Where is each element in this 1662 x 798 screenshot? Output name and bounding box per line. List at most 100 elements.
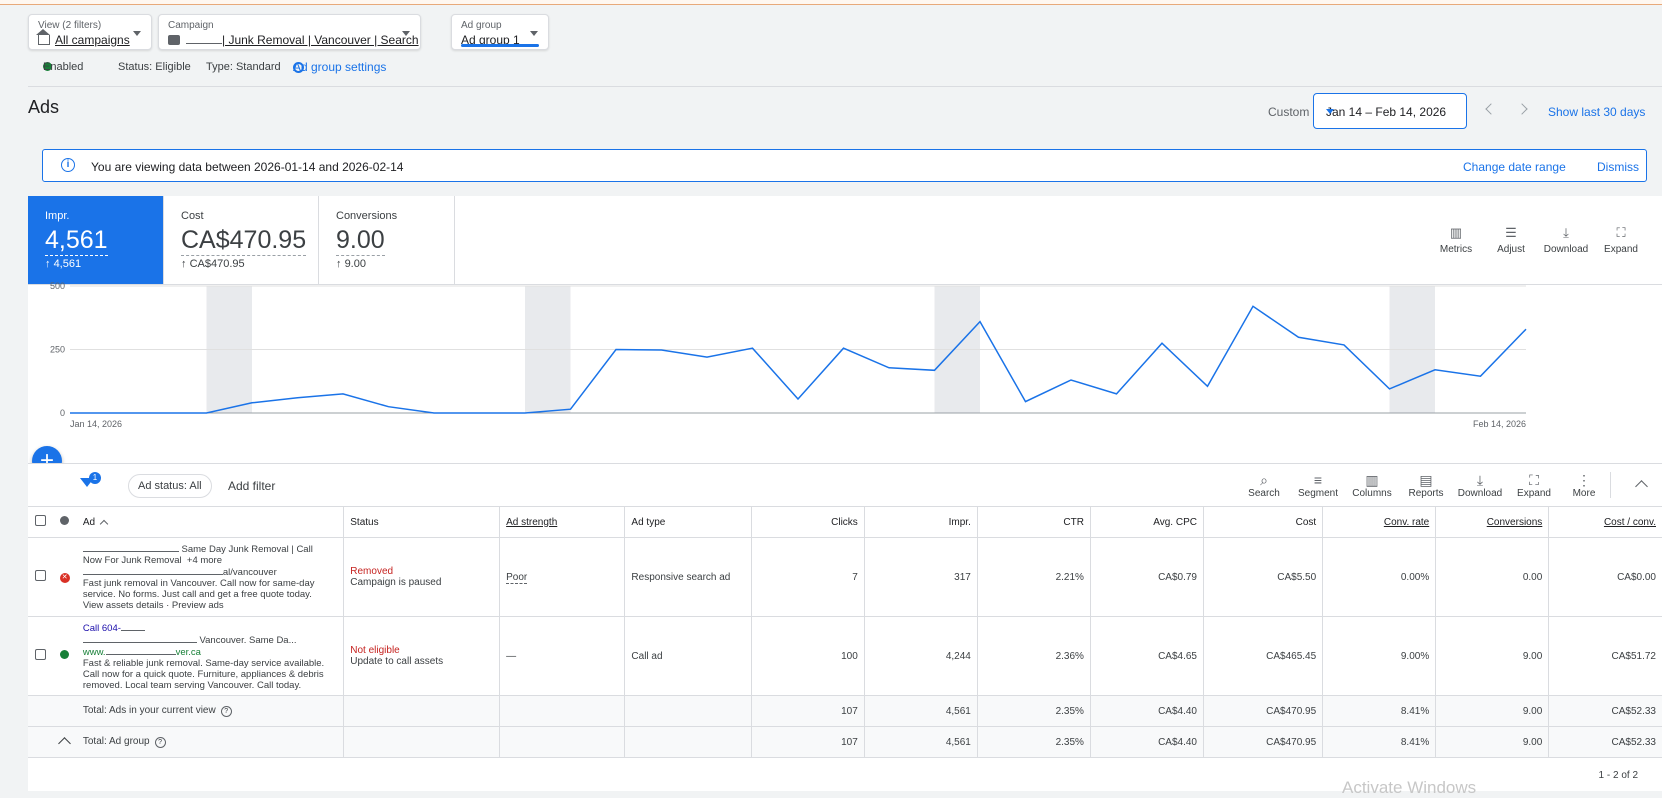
enabled-label: Enabled [43, 61, 84, 73]
ad-status: Removed [350, 566, 394, 577]
table-download-button[interactable]: ⤓ Download [1452, 472, 1508, 499]
table-toolbar: 1 Ad status: All Add filter ⌕ Search ≡ Seg… [28, 463, 1662, 506]
add-filter-button[interactable]: Add filter [228, 479, 276, 493]
total-adgroup-row: Total: Ad group? 107 4,561 2.35% CA$4.40… [28, 726, 1662, 758]
ad-preview-cell[interactable]: Call 604- Vancouver. Same Da... www. ver.… [76, 616, 345, 696]
col-clicks[interactable]: Clicks [751, 506, 865, 538]
total-clicks: 107 [751, 726, 865, 758]
row-checkbox[interactable] [34, 649, 46, 660]
pagination-label: 1 - 2 of 2 [1598, 770, 1638, 781]
adjust-button[interactable]: ☰ Adjust [1486, 226, 1536, 256]
info-icon: i [61, 158, 75, 172]
collapse-chevron-icon[interactable] [1635, 480, 1648, 493]
campaign-selector-label: Campaign [168, 20, 214, 31]
clicks-cell: 100 [751, 616, 865, 696]
scorecard-conversions[interactable]: Conversions 9.00 ↑ 9.00 [319, 196, 455, 284]
ad-strength-cell: — [499, 616, 626, 696]
ctr-cell: 2.36% [977, 616, 1091, 696]
performance-panel: Impr. 4,561 ↑ 4,561 Cost CA$470.95 ↑ CA$… [28, 196, 1662, 463]
scorecard-cost[interactable]: Cost CA$470.95 ↑ CA$470.95 [164, 196, 319, 284]
total-label-cell: Total: Ad group? [76, 726, 345, 758]
total-adgroup-label: Total: Ad group [82, 736, 150, 747]
adgroup-type: Type: Standard [206, 61, 281, 73]
metrics-button[interactable]: ▥ Metrics [1431, 226, 1481, 256]
col-ad-type[interactable]: Ad type [624, 506, 752, 538]
impressions-series-line [70, 305, 1527, 414]
table-row[interactable]: Call 604- Vancouver. Same Da... www. ver.… [28, 616, 1662, 696]
ad-url-prefix: www. [82, 646, 106, 658]
ad-status-filter-chip[interactable]: Ad status: All [128, 474, 212, 498]
scorecard-delta: ↑ CA$470.95 [181, 258, 245, 270]
select-all-checkbox[interactable] [34, 515, 46, 526]
previous-period-icon[interactable] [1485, 103, 1497, 115]
pagination: 1 - 2 of 2 [28, 758, 1662, 791]
ad-headline-row-2: Now For Junk Removal +4 more [83, 555, 337, 566]
table-expand-button[interactable]: ⛶ Expand [1506, 472, 1562, 499]
adgroup-selector-dropdown-icon[interactable] [530, 31, 538, 36]
row-checkbox[interactable] [34, 570, 46, 581]
divider [28, 86, 1662, 87]
ad-preview-cell[interactable]: Same Day Junk Removal | Call Now For Jun… [76, 537, 345, 617]
show-last-30-days-link[interactable]: Show last 30 days [1548, 105, 1646, 119]
chart-expand-button[interactable]: ⛶ Expand [1596, 226, 1646, 256]
adgroup-selector[interactable]: Ad group Ad group 1 [451, 14, 549, 50]
total-view-row: Total: Ads in your current view? 107 4,5… [28, 695, 1662, 727]
clicks-cell: 7 [751, 537, 865, 617]
col-ctr[interactable]: CTR [977, 506, 1091, 538]
total-conv-rate: 8.41% [1322, 695, 1437, 727]
table-row[interactable]: ✕ Same Day Junk Removal | Call Now For J… [28, 537, 1662, 617]
cost-per-conv-cell: CA$51.72 [1548, 616, 1662, 696]
more-button[interactable]: ⋮ More [1556, 472, 1612, 499]
ad-strength-value: Poor [506, 571, 528, 584]
col-status[interactable]: Status [343, 506, 501, 538]
col-impr[interactable]: Impr. [864, 506, 978, 538]
chart-download-button[interactable]: ⤓ Download [1541, 226, 1591, 256]
row-select-cell [28, 537, 53, 617]
reports-button[interactable]: ▤ Reports [1398, 472, 1454, 499]
date-range-picker[interactable]: Jan 14 – Feb 14, 2026 [1313, 93, 1467, 129]
total-cost: CA$470.95 [1203, 726, 1324, 758]
view-selector[interactable]: View (2 filters) All campaigns [28, 14, 152, 50]
download-label: Download [1457, 488, 1503, 499]
scorecard-impressions[interactable]: Impr. 4,561 ↑ 4,561 [28, 196, 164, 284]
expand-label: Expand [1517, 488, 1551, 499]
conversions-cell: 9.00 [1435, 616, 1550, 696]
eligible-status-icon [60, 650, 70, 659]
segment-button[interactable]: ≡ Segment [1290, 472, 1346, 499]
help-icon[interactable]: ? [154, 737, 166, 748]
cost-cell: CA$465.45 [1203, 616, 1324, 696]
col-ad[interactable]: Ad [76, 506, 345, 538]
col-conversions[interactable]: Conversions [1435, 506, 1550, 538]
table-search-button[interactable]: ⌕ Search [1236, 472, 1292, 499]
avg-cpc-cell: CA$0.79 [1090, 537, 1204, 617]
total-cost-per-conv: CA$52.33 [1548, 695, 1662, 727]
dismiss-link[interactable]: Dismiss [1597, 160, 1639, 174]
campaign-selector-dropdown-icon[interactable] [402, 31, 410, 36]
date-custom-label: Custom [1268, 105, 1310, 119]
campaign-selector-value: | Junk Removal | Vancouver | Search [222, 33, 419, 47]
y-tick-label: 500 [50, 281, 65, 291]
columns-button[interactable]: ▥ Columns [1344, 472, 1400, 499]
total-avg-cpc: CA$4.40 [1090, 726, 1204, 758]
next-period-icon[interactable] [1516, 103, 1528, 115]
chevron-up-icon[interactable] [58, 737, 72, 750]
campaign-selector[interactable]: Campaign | Junk Removal | Vancouver | Se… [158, 14, 421, 50]
help-icon[interactable]: ? [220, 706, 232, 717]
filter-icon[interactable] [80, 478, 94, 487]
col-cost-per-conv[interactable]: Cost / conv. [1548, 506, 1662, 538]
col-cost[interactable]: Cost [1203, 506, 1324, 538]
change-date-range-link[interactable]: Change date range [1463, 160, 1566, 174]
status-header-icon [60, 516, 70, 525]
view-selector-dropdown-icon[interactable] [133, 31, 141, 36]
col-conv-rate[interactable]: Conv. rate [1322, 506, 1437, 538]
col-avg-cpc[interactable]: Avg. CPC [1090, 506, 1204, 538]
adgroup-selected-indicator [461, 44, 539, 47]
total-avg-cpc: CA$4.40 [1090, 695, 1204, 727]
ad-links[interactable]: View assets details · Preview ads [82, 600, 224, 611]
filter-count-badge: 1 [89, 472, 101, 484]
ad-display-url: al/vancouver [82, 566, 337, 578]
campaign-selector-value-wrap: | Junk Removal | Vancouver | Search [168, 33, 419, 47]
ad-more-headlines[interactable]: +4 more [186, 555, 223, 566]
col-ad-strength[interactable]: Ad strength [499, 506, 626, 538]
ad-strength-cell[interactable]: Poor [499, 537, 626, 617]
